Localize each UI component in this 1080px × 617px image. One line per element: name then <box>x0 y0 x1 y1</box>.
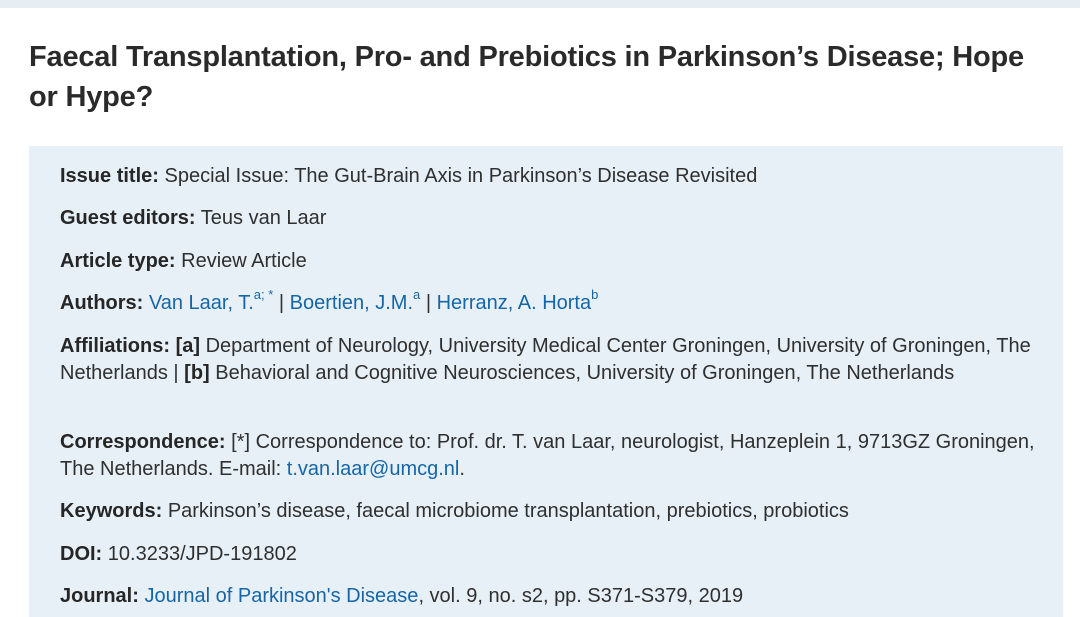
issue-title-label: Issue title: <box>60 165 159 187</box>
journal-label: Journal: <box>60 585 139 607</box>
doi-label: DOI: <box>60 543 103 565</box>
authors-label: Authors: <box>60 292 144 314</box>
doi-value: 10.3233/JPD-191802 <box>107 543 297 565</box>
correspondence-text: [*] Correspondence to: Prof. dr. T. van … <box>60 431 1035 480</box>
affiliation-text-a: Department of Neurology, University Medi… <box>60 335 1031 384</box>
authors-row: Authors: Van Laar, T.a; * | Boertien, J.… <box>60 287 1035 317</box>
article-type-value: Review Article <box>181 250 307 272</box>
journal-link[interactable]: Journal of Parkinson's Disease <box>144 585 419 607</box>
correspondence-end: . <box>459 457 465 480</box>
affiliations-row: Affiliations: [a] Department of Neurolog… <box>60 333 1035 386</box>
author-separator: | <box>278 292 285 314</box>
affiliation-text-b: Behavioral and Cognitive Neurosciences, … <box>215 361 955 384</box>
issue-title-value: Special Issue: The Gut-Brain Axis in Par… <box>164 165 758 187</box>
article-type-row: Article type: Review Article <box>60 248 1035 275</box>
author-affil-sup: a; * <box>253 287 274 303</box>
journal-row: Journal: Journal of Parkinson's Disease,… <box>60 583 1035 610</box>
guest-editors-value: Teus van Laar <box>200 207 327 229</box>
author-link-boertien[interactable]: Boertien, J.M.a <box>289 287 421 314</box>
correspondence-label: Correspondence: <box>60 431 226 453</box>
keywords-value: Parkinson’s disease, faecal microbiome t… <box>167 500 849 522</box>
author-link-herranz[interactable]: Herranz, A. Hortab <box>436 287 599 314</box>
article-title: Faecal Transplantation, Pro- and Prebiot… <box>29 41 1024 113</box>
author-affil-sup: a <box>413 287 421 303</box>
keywords-row: Keywords: Parkinson’s disease, faecal mi… <box>60 498 1035 525</box>
issue-title-row: Issue title: Special Issue: The Gut-Brai… <box>60 163 1035 190</box>
doi-row: DOI: 10.3233/JPD-191802 <box>60 541 1035 568</box>
guest-editors-row: Guest editors: Teus van Laar <box>60 205 1035 232</box>
author-separator: | <box>425 292 432 314</box>
affiliation-key-b: [b] <box>184 361 210 384</box>
affiliation-key-a: [a] <box>175 335 201 357</box>
article-metadata-panel: Issue title: Special Issue: The Gut-Brai… <box>29 146 1063 617</box>
keywords-label: Keywords: <box>60 500 163 522</box>
affiliation-separator: | <box>173 361 179 384</box>
top-strip <box>0 0 1080 8</box>
article-type-label: Article type: <box>60 250 176 272</box>
correspondence-email-link[interactable]: t.van.laar@umcg.nl <box>286 457 460 480</box>
author-affil-sup: b <box>591 287 599 303</box>
author-link-van-laar[interactable]: Van Laar, T.a; * <box>148 287 274 314</box>
correspondence-row: Correspondence: [*] Correspondence to: P… <box>60 429 1035 482</box>
guest-editors-label: Guest editors: <box>60 207 196 229</box>
journal-details: , vol. 9, no. s2, pp. S371-S379, 2019 <box>418 585 744 607</box>
affiliations-label: Affiliations: <box>60 335 170 357</box>
